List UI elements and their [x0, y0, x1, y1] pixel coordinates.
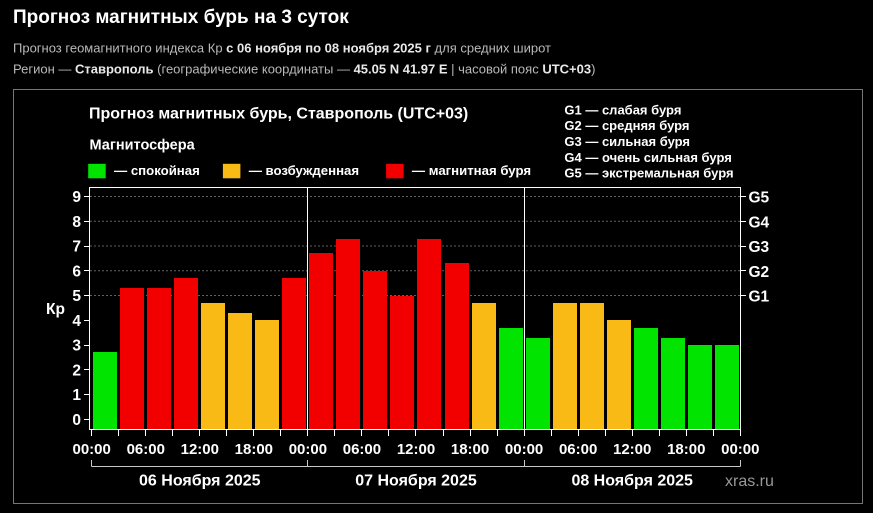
svg-text:G4 — очень сильная буря: G4 — очень сильная буря: [564, 150, 731, 165]
svg-text:0: 0: [72, 412, 81, 429]
svg-text:18:00: 18:00: [451, 441, 489, 458]
svg-text:12:00: 12:00: [613, 441, 651, 458]
svg-text:00:00: 00:00: [289, 441, 327, 458]
svg-text:07 Ноября 2025: 07 Ноября 2025: [355, 473, 477, 490]
svg-text:12:00: 12:00: [181, 441, 219, 458]
svg-text:7: 7: [72, 239, 81, 256]
svg-text:G3 — сильная буря: G3 — сильная буря: [564, 134, 690, 149]
svg-text:Прогноз геомагнитного индекса: Прогноз геомагнитного индекса Кр с 06 но…: [13, 41, 551, 56]
svg-text:18:00: 18:00: [235, 441, 273, 458]
svg-text:G5: G5: [749, 190, 770, 207]
svg-text:Магнитосфера: Магнитосфера: [90, 138, 196, 154]
svg-text:G2 — средняя буря: G2 — средняя буря: [564, 118, 689, 133]
svg-text:G2: G2: [749, 264, 770, 281]
svg-text:5: 5: [72, 288, 81, 305]
svg-text:00:00: 00:00: [73, 441, 111, 458]
svg-text:3: 3: [72, 338, 81, 355]
svg-text:6: 6: [72, 263, 81, 280]
svg-text:G1: G1: [749, 289, 770, 306]
svg-text:Регион — Ставрополь (географич: Регион — Ставрополь (географические коор…: [13, 62, 595, 77]
svg-text:1: 1: [72, 387, 81, 404]
svg-text:00:00: 00:00: [721, 441, 759, 458]
svg-text:— магнитная буря: — магнитная буря: [412, 163, 531, 178]
svg-text:06 Ноября 2025: 06 Ноября 2025: [139, 473, 261, 490]
svg-text:12:00: 12:00: [397, 441, 435, 458]
svg-text:G1 — слабая буря: G1 — слабая буря: [564, 102, 681, 117]
svg-text:G3: G3: [749, 239, 770, 256]
svg-text:06:00: 06:00: [343, 441, 381, 458]
svg-text:4: 4: [72, 313, 81, 330]
svg-text:18:00: 18:00: [667, 441, 705, 458]
svg-text:G4: G4: [749, 214, 770, 231]
svg-text:xras.ru: xras.ru: [725, 473, 774, 490]
svg-text:Кр: Кр: [46, 301, 65, 318]
svg-text:2: 2: [72, 362, 81, 379]
svg-text:Прогноз магнитных бурь, Ставро: Прогноз магнитных бурь, Ставрополь (UTC+…: [89, 106, 468, 123]
svg-text:8: 8: [72, 214, 81, 231]
svg-text:08 Ноября 2025: 08 Ноября 2025: [571, 473, 693, 490]
svg-text:Прогноз магнитных бурь на 3 су: Прогноз магнитных бурь на 3 суток: [13, 7, 349, 28]
svg-text:G5 — экстремальная буря: G5 — экстремальная буря: [564, 166, 733, 181]
svg-text:— возбужденная: — возбужденная: [249, 163, 359, 178]
svg-text:00:00: 00:00: [505, 441, 543, 458]
svg-text:06:00: 06:00: [559, 441, 597, 458]
svg-text:9: 9: [72, 189, 81, 206]
svg-text:06:00: 06:00: [127, 441, 165, 458]
svg-text:— спокойная: — спокойная: [114, 163, 200, 178]
